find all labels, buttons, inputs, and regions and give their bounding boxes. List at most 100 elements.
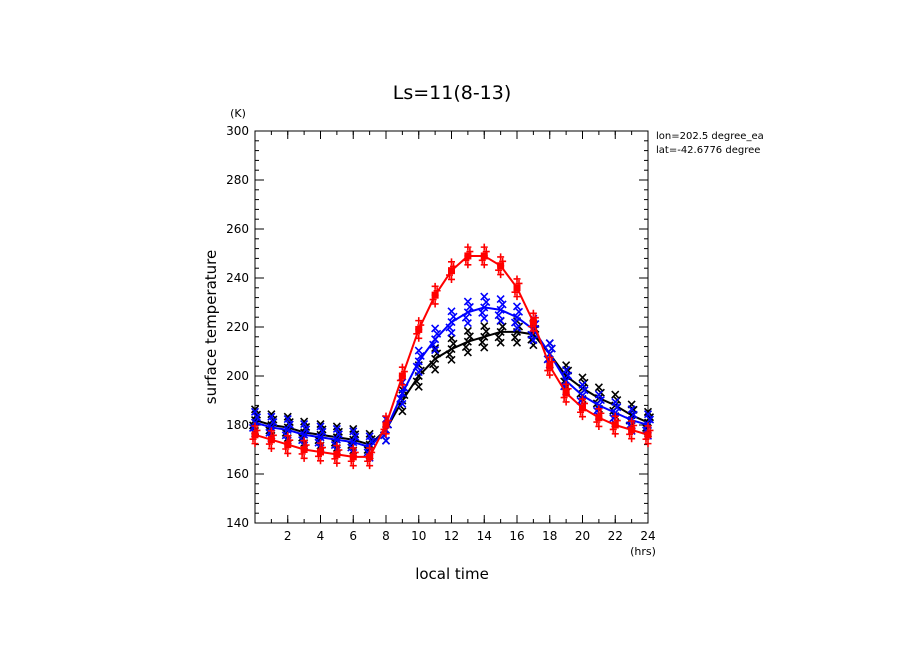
mean-marker (464, 252, 472, 260)
data-point (300, 437, 308, 445)
data-point (498, 322, 507, 331)
mean-marker (644, 431, 652, 439)
data-point (398, 399, 407, 408)
data-point (643, 410, 653, 419)
data-point (596, 395, 605, 405)
series-0 (248, 317, 655, 460)
data-point (415, 334, 423, 342)
data-point (579, 413, 586, 421)
data-point (302, 425, 311, 434)
data-point (512, 302, 522, 311)
data-point (463, 348, 472, 357)
data-point (431, 345, 440, 355)
data-point (285, 420, 294, 429)
data-point (318, 427, 327, 436)
data-point (449, 339, 458, 348)
data-point (267, 445, 275, 453)
annotation-lon: lon=202.5 degree_ea (656, 131, 764, 142)
data-point (611, 412, 619, 420)
data-point (414, 382, 423, 391)
data-point (267, 410, 276, 419)
data-point (514, 307, 524, 316)
data-point (433, 329, 442, 338)
data-point (496, 327, 505, 336)
plot-frame (254, 130, 649, 524)
y-tick-label: 180 (226, 418, 249, 432)
series-1 (248, 292, 655, 462)
data-point (334, 430, 343, 439)
data-point (431, 365, 440, 374)
series-layer (248, 243, 655, 470)
data-point (580, 386, 589, 395)
mean-marker (284, 441, 292, 449)
data-point (461, 343, 470, 352)
data-point (365, 429, 374, 438)
data-point (578, 380, 587, 389)
data-point (317, 439, 324, 447)
data-point (431, 300, 439, 308)
data-point (267, 427, 275, 435)
data-point (611, 397, 620, 407)
mean-marker (415, 325, 423, 333)
data-point (480, 303, 489, 312)
data-point (416, 351, 425, 360)
data-point (510, 333, 520, 342)
data-point (498, 300, 507, 309)
data-point (284, 449, 292, 457)
data-point (562, 380, 570, 388)
data-point (414, 346, 423, 355)
data-point (429, 340, 438, 349)
x-tick-label: 24 (640, 529, 655, 543)
data-point (447, 318, 456, 327)
data-point (463, 326, 472, 335)
data-point (447, 344, 456, 354)
data-point (480, 314, 489, 323)
data-point (579, 395, 586, 403)
data-point (494, 333, 503, 342)
x-axis-label: local time (415, 565, 489, 583)
y-tick-label: 160 (226, 467, 249, 481)
data-point (644, 422, 652, 430)
data-point (463, 308, 472, 317)
data-point (349, 444, 357, 452)
data-point (332, 435, 341, 444)
data-point (445, 323, 454, 332)
data-point (463, 319, 472, 328)
data-point (447, 328, 456, 337)
mean-marker (267, 436, 275, 444)
data-point (284, 432, 292, 440)
data-point (351, 432, 360, 441)
data-point (482, 297, 491, 307)
data-point (545, 339, 554, 348)
data-point (431, 282, 439, 290)
mean-marker (431, 291, 439, 299)
series-line (254, 306, 649, 449)
data-point (448, 275, 455, 283)
data-point (300, 454, 308, 462)
y-tick-label: 200 (226, 369, 249, 383)
mean-marker (300, 446, 308, 453)
data-point (381, 436, 391, 445)
data-point (578, 373, 587, 382)
mean-marker (579, 404, 586, 412)
data-point (464, 243, 472, 251)
data-point (349, 424, 358, 433)
data-point (382, 412, 390, 420)
data-point (415, 317, 423, 325)
data-point (250, 407, 260, 416)
mean-marker (562, 389, 570, 397)
mean-marker (317, 448, 324, 456)
data-point (412, 377, 421, 386)
y-tick-label: 280 (226, 173, 249, 187)
data-point (478, 338, 487, 347)
data-point (513, 275, 521, 283)
data-point (429, 360, 438, 369)
data-point (250, 405, 260, 414)
data-point (464, 261, 472, 269)
data-point (564, 371, 573, 380)
data-point (267, 412, 276, 421)
data-point (629, 410, 638, 419)
data-point (594, 390, 603, 399)
data-point (628, 417, 636, 425)
x-tick-label: 14 (477, 529, 492, 543)
